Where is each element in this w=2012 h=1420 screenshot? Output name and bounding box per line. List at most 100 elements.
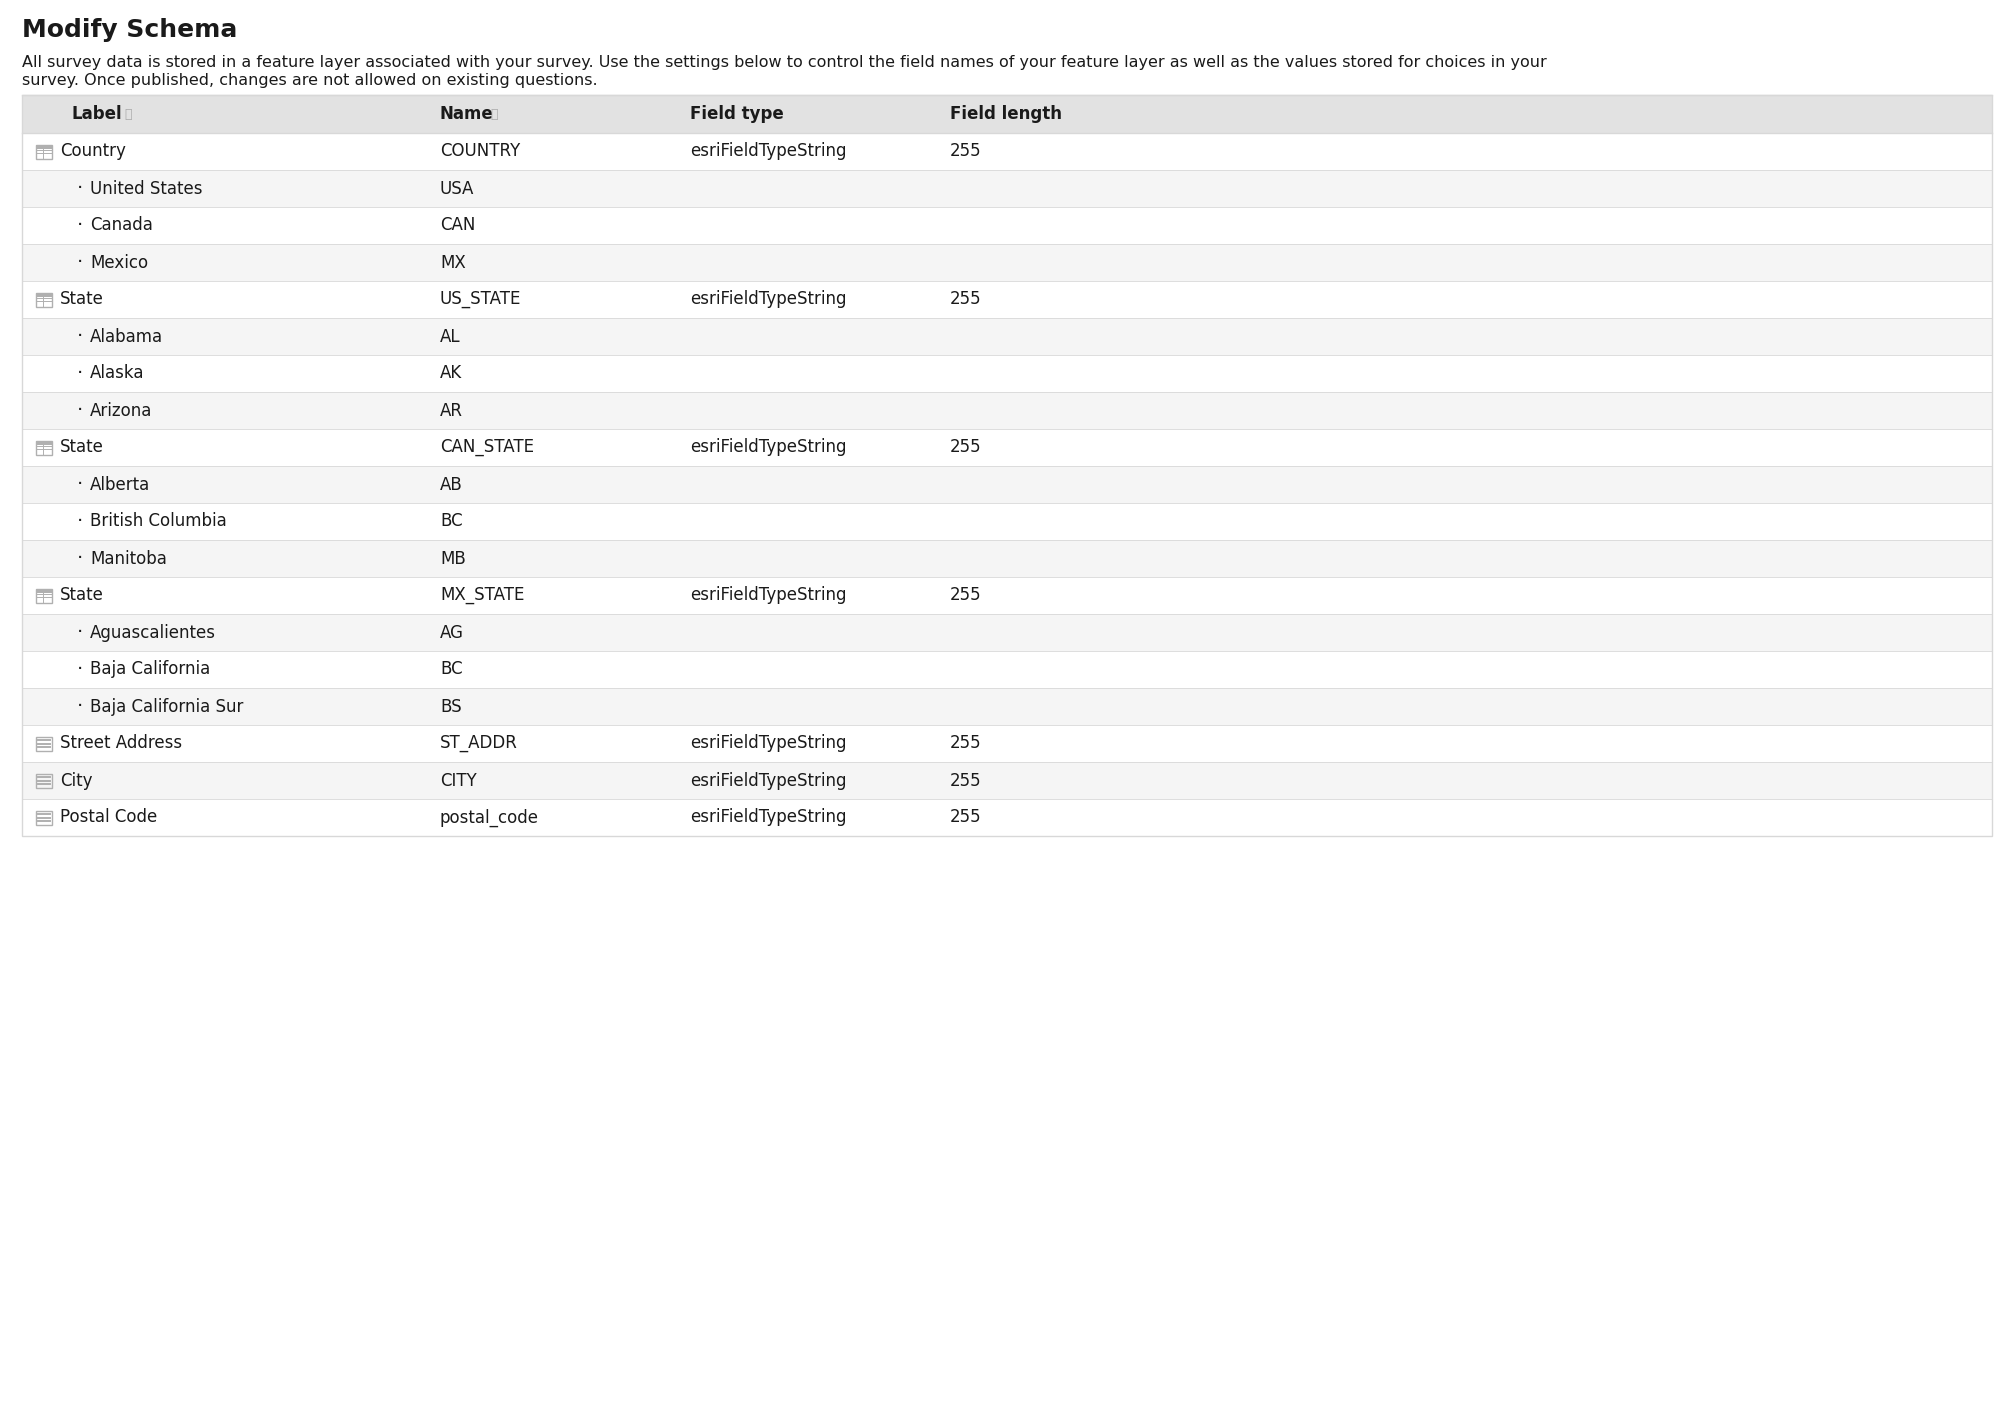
Text: ST_ADDR: ST_ADDR: [441, 734, 517, 753]
Text: Aguascalientes: Aguascalientes: [91, 623, 215, 642]
Bar: [22, 689, 1992, 726]
Text: State: State: [60, 586, 105, 605]
Text: esriFieldTypeString: esriFieldTypeString: [690, 734, 847, 753]
Bar: [22, 503, 1992, 540]
Text: esriFieldTypeString: esriFieldTypeString: [690, 439, 847, 456]
Text: BS: BS: [441, 697, 461, 716]
Bar: [22, 95, 1992, 133]
Text: Label: Label: [72, 105, 123, 124]
Bar: [36, 811, 52, 825]
Text: Country: Country: [60, 142, 127, 160]
Bar: [22, 726, 1992, 763]
Text: CAN: CAN: [441, 216, 475, 234]
Bar: [22, 650, 1992, 689]
Bar: [36, 145, 52, 159]
Text: 255: 255: [950, 142, 982, 160]
Text: Street Address: Street Address: [60, 734, 183, 753]
Bar: [22, 281, 1992, 318]
Text: US_STATE: US_STATE: [441, 291, 521, 308]
Bar: [36, 440, 52, 454]
Text: USA: USA: [441, 179, 475, 197]
Text: Canada: Canada: [91, 216, 153, 234]
Bar: [22, 95, 1992, 836]
Bar: [36, 737, 52, 751]
Text: Field length: Field length: [950, 105, 1062, 124]
Bar: [22, 466, 1992, 503]
Text: ·: ·: [76, 400, 82, 420]
Text: Baja California Sur: Baja California Sur: [91, 697, 243, 716]
Text: 255: 255: [950, 586, 982, 605]
Text: survey. Once published, changes are not allowed on existing questions.: survey. Once published, changes are not …: [22, 72, 598, 88]
Bar: [36, 774, 52, 788]
Text: ·: ·: [76, 550, 82, 568]
Text: State: State: [60, 439, 105, 456]
Text: 255: 255: [950, 771, 982, 790]
Bar: [36, 588, 52, 602]
Text: 255: 255: [950, 439, 982, 456]
Text: 255: 255: [950, 734, 982, 753]
Text: AR: AR: [441, 402, 463, 419]
Text: AK: AK: [441, 365, 463, 382]
Text: esriFieldTypeString: esriFieldTypeString: [690, 771, 847, 790]
Text: AG: AG: [441, 623, 465, 642]
Text: ·: ·: [76, 513, 82, 531]
Text: Arizona: Arizona: [91, 402, 153, 419]
Text: BC: BC: [441, 660, 463, 679]
Text: postal_code: postal_code: [441, 808, 539, 826]
Text: Name: Name: [441, 105, 493, 124]
Bar: [22, 613, 1992, 650]
Bar: [22, 763, 1992, 799]
Text: CITY: CITY: [441, 771, 477, 790]
Text: esriFieldTypeString: esriFieldTypeString: [690, 142, 847, 160]
Bar: [22, 207, 1992, 244]
Text: Alaska: Alaska: [91, 365, 145, 382]
Bar: [22, 244, 1992, 281]
Text: All survey data is stored in a feature layer associated with your survey. Use th: All survey data is stored in a feature l…: [22, 55, 1547, 70]
Text: ·: ·: [76, 216, 82, 234]
Text: Alabama: Alabama: [91, 328, 163, 345]
Bar: [22, 318, 1992, 355]
Bar: [22, 577, 1992, 613]
Bar: [36, 293, 52, 297]
Text: Field type: Field type: [690, 105, 785, 124]
Text: BC: BC: [441, 513, 463, 531]
Text: Manitoba: Manitoba: [91, 550, 167, 568]
Text: ·: ·: [76, 253, 82, 273]
Text: ⓘ: ⓘ: [125, 108, 131, 121]
Bar: [22, 392, 1992, 429]
Bar: [36, 293, 52, 307]
Text: esriFieldTypeString: esriFieldTypeString: [690, 291, 847, 308]
Text: Baja California: Baja California: [91, 660, 209, 679]
Bar: [36, 588, 52, 594]
Text: ⓘ: ⓘ: [491, 108, 497, 121]
Text: esriFieldTypeString: esriFieldTypeString: [690, 808, 847, 826]
Text: ·: ·: [76, 327, 82, 346]
Text: AB: AB: [441, 476, 463, 494]
Bar: [22, 540, 1992, 577]
Text: United States: United States: [91, 179, 203, 197]
Text: esriFieldTypeString: esriFieldTypeString: [690, 586, 847, 605]
Text: ·: ·: [76, 364, 82, 383]
Bar: [22, 170, 1992, 207]
Text: Mexico: Mexico: [91, 254, 149, 271]
Bar: [22, 355, 1992, 392]
Text: ·: ·: [76, 697, 82, 716]
Text: State: State: [60, 291, 105, 308]
Text: MX_STATE: MX_STATE: [441, 586, 525, 605]
Text: AL: AL: [441, 328, 461, 345]
Text: MB: MB: [441, 550, 465, 568]
Text: City: City: [60, 771, 93, 790]
Bar: [22, 429, 1992, 466]
Bar: [36, 145, 52, 149]
Text: ·: ·: [76, 660, 82, 679]
Text: MX: MX: [441, 254, 465, 271]
Text: 255: 255: [950, 291, 982, 308]
Text: ·: ·: [76, 623, 82, 642]
Text: ·: ·: [76, 476, 82, 494]
Bar: [22, 799, 1992, 836]
Text: Postal Code: Postal Code: [60, 808, 157, 826]
Text: British Columbia: British Columbia: [91, 513, 227, 531]
Text: ·: ·: [76, 179, 82, 197]
Bar: [22, 133, 1992, 170]
Text: CAN_STATE: CAN_STATE: [441, 439, 533, 456]
